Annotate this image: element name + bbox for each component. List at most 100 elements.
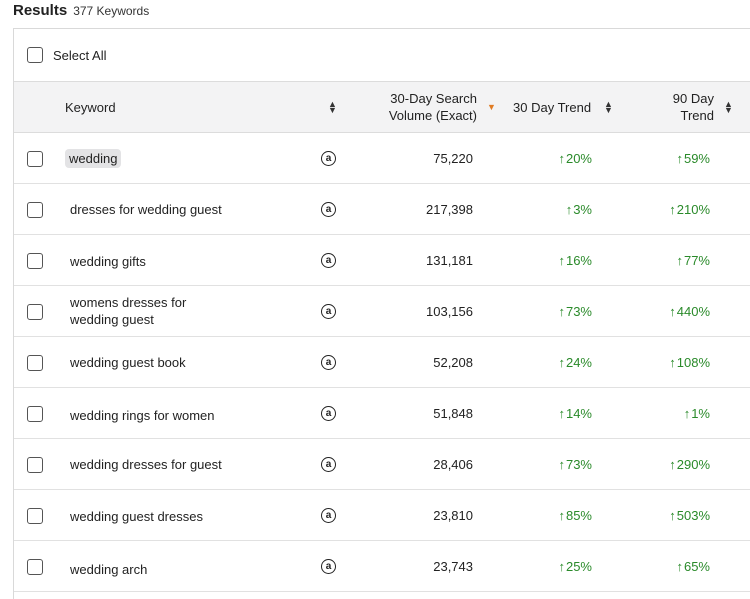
sort-trend90-button[interactable]: ▲ ▼ (724, 82, 733, 132)
trend90-cell: ↑440% (654, 304, 710, 319)
row-checkbox[interactable] (27, 355, 43, 371)
table-row[interactable]: wedding gifts a 131,181 ↑16% ↑77% (14, 235, 750, 286)
column-header-trend90[interactable]: 90 Day Trend (654, 82, 714, 132)
column-header-volume[interactable]: 30-Day Search Volume (Exact) (376, 82, 477, 132)
trend30-cell: ↑73% (534, 304, 592, 319)
column-label-volume-line2: Volume (Exact) (388, 108, 477, 123)
amazon-icon[interactable]: a (321, 508, 336, 523)
volume-cell: 23,743 (433, 559, 473, 574)
keyword-cell[interactable]: wedding (65, 149, 122, 168)
table-row[interactable]: wedding a 75,220 ↑20% ↑59% (14, 133, 750, 184)
trend90-cell: ↑1% (654, 406, 710, 421)
volume-cell: 23,810 (433, 508, 473, 523)
keyword-line: wedding guest (70, 312, 154, 327)
column-label-keyword: Keyword (65, 99, 116, 115)
arrow-up-icon: ↑ (669, 202, 676, 217)
volume-cell: 28,406 (433, 457, 473, 472)
amazon-icon[interactable]: a (321, 202, 336, 217)
sort-volume-button[interactable]: ▼ (487, 82, 496, 132)
trend90-value: 65% (683, 559, 710, 574)
keyword-cell[interactable]: dresses for wedding guest (70, 202, 222, 217)
select-all-checkbox[interactable] (27, 47, 43, 63)
row-checkbox[interactable] (27, 559, 43, 575)
keyword-cell[interactable]: wedding arch (70, 562, 148, 577)
row-checkbox[interactable] (27, 457, 43, 473)
arrow-up-icon: ↑ (669, 355, 676, 370)
table-row[interactable]: womens dresses for wedding guest a 103,1… (14, 286, 750, 337)
row-checkbox[interactable] (27, 253, 43, 269)
keyword-cell[interactable]: womens dresses for wedding guest (70, 294, 186, 328)
trend90-value: 1% (691, 406, 710, 421)
amazon-icon[interactable]: a (321, 355, 336, 370)
trend90-cell: ↑59% (654, 151, 710, 166)
table-row[interactable]: dresses for wedding guest a 217,398 ↑3% … (14, 184, 750, 235)
volume-cell: 217,398 (426, 202, 473, 217)
row-checkbox[interactable] (27, 304, 43, 320)
trend90-cell: ↑290% (654, 457, 710, 472)
trend30-value: 85% (565, 508, 592, 523)
trend30-value: 25% (565, 559, 592, 574)
trend30-cell: ↑25% (534, 559, 592, 574)
column-header-trend30[interactable]: 30 Day Trend (513, 82, 591, 132)
volume-cell: 103,156 (426, 304, 473, 319)
table-row[interactable]: wedding dresses for guest a 28,406 ↑73% … (14, 439, 750, 490)
select-all-label: Select All (53, 47, 107, 63)
keyword-cell[interactable]: wedding rings for women (70, 408, 215, 423)
trend30-cell: ↑3% (534, 202, 592, 217)
trend30-cell: ↑85% (534, 508, 592, 523)
amazon-icon[interactable]: a (321, 304, 336, 319)
trend30-value: 14% (565, 406, 592, 421)
amazon-icon[interactable]: a (321, 559, 336, 574)
keyword-cell[interactable]: wedding guest dresses (70, 509, 203, 524)
volume-cell: 52,208 (433, 355, 473, 370)
results-title: Results (13, 2, 68, 19)
results-header: Results 377 Keywords (13, 2, 149, 24)
volume-cell: 131,181 (426, 253, 473, 268)
trend30-value: 16% (565, 253, 592, 268)
sort-desc-icon: ▼ (487, 102, 496, 112)
row-checkbox[interactable] (27, 202, 43, 218)
keyword-cell[interactable]: wedding guest book (70, 355, 186, 370)
column-header-keyword[interactable]: Keyword (65, 82, 116, 132)
amazon-icon[interactable]: a (321, 253, 336, 268)
trend30-value: 3% (573, 202, 592, 217)
arrow-up-icon: ↑ (676, 151, 683, 166)
column-label-trend90: 90 Day Trend (673, 90, 714, 124)
row-checkbox[interactable] (27, 508, 43, 524)
trend90-value: 440% (676, 304, 710, 319)
trend90-cell: ↑503% (654, 508, 710, 523)
sort-trend30-button[interactable]: ▲ ▼ (604, 82, 613, 132)
amazon-icon[interactable]: a (321, 151, 336, 166)
row-checkbox[interactable] (27, 151, 43, 167)
table-row[interactable]: wedding arch a 23,743 ↑25% ↑65% (14, 541, 750, 592)
arrow-up-icon: ↑ (558, 253, 565, 268)
arrow-up-icon: ↑ (558, 508, 565, 523)
table-row[interactable]: wedding guest dresses a 23,810 ↑85% ↑503… (14, 490, 750, 541)
row-checkbox[interactable] (27, 406, 43, 422)
table-header: Keyword ▲ ▼ 30-Day Search Volume (Exact) … (14, 81, 750, 133)
arrow-up-icon: ↑ (558, 355, 565, 370)
keyword-line: womens dresses for (70, 295, 187, 310)
column-label-trend90-line2: Trend (680, 108, 714, 123)
sort-keyword-button[interactable]: ▲ ▼ (328, 82, 337, 132)
column-label-volume-line1: 30-Day Search (390, 91, 477, 106)
sort-icon: ▲ ▼ (724, 99, 733, 115)
trend30-cell: ↑73% (534, 457, 592, 472)
table-row[interactable]: wedding rings for women a 51,848 ↑14% ↑1… (14, 388, 750, 439)
arrow-up-icon: ↑ (676, 559, 683, 574)
keyword-cell[interactable]: wedding gifts (70, 254, 146, 269)
sort-icon: ▲ ▼ (604, 99, 613, 115)
table-row[interactable]: wedding guest book a 52,208 ↑24% ↑108% (14, 337, 750, 388)
amazon-icon[interactable]: a (321, 457, 336, 472)
keyword-cell[interactable]: wedding dresses for guest (70, 457, 222, 472)
trend90-cell: ↑65% (654, 559, 710, 574)
trend30-value: 73% (565, 457, 592, 472)
amazon-icon[interactable]: a (321, 406, 336, 421)
sort-icon: ▲ ▼ (328, 99, 337, 115)
trend90-value: 290% (676, 457, 710, 472)
arrow-up-icon: ↑ (558, 559, 565, 574)
arrow-up-icon: ↑ (683, 406, 691, 421)
keyword-count: 377 Keywords (73, 4, 150, 18)
trend30-cell: ↑24% (534, 355, 592, 370)
trend30-cell: ↑20% (534, 151, 592, 166)
